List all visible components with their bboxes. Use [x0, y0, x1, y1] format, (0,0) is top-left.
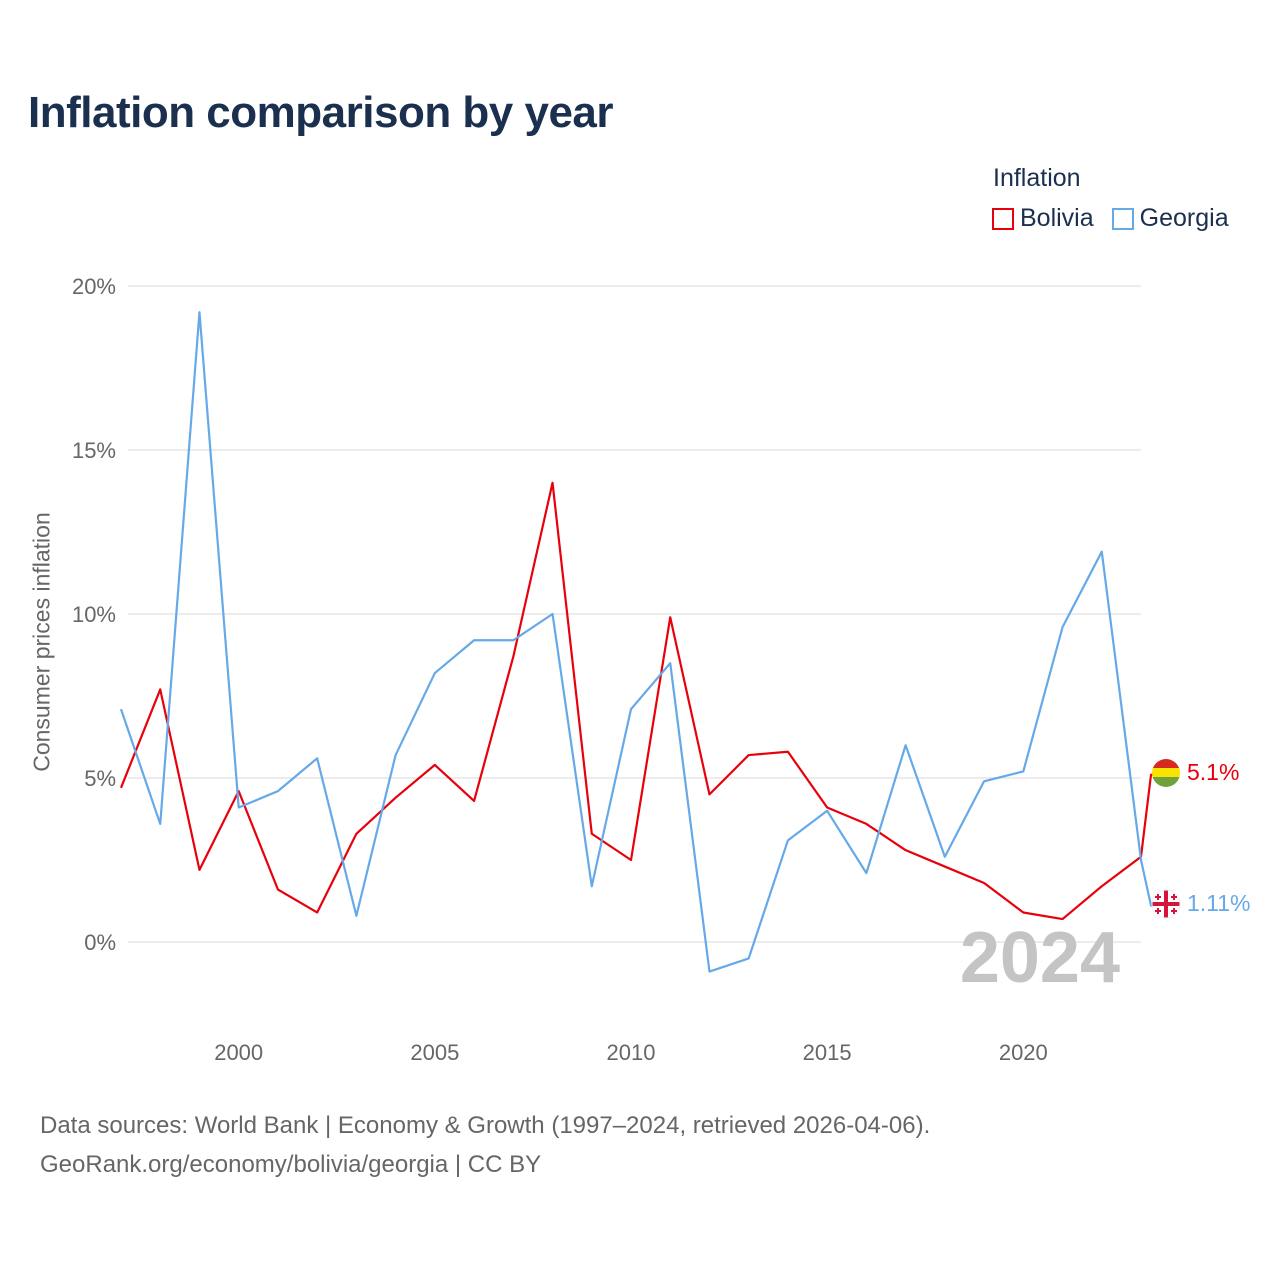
end-value-label-georgia: 1.11% — [1187, 890, 1251, 916]
y-tick-label: 5% — [84, 766, 116, 791]
footer-attribution: GeoRank.org/economy/bolivia/georgia | CC… — [40, 1151, 542, 1178]
x-tick-label: 2020 — [999, 1040, 1048, 1065]
y-tick-label: 15% — [72, 438, 116, 463]
legend-item-bolivia[interactable]: Bolivia — [992, 204, 1094, 233]
x-axis-ticks: 2000 2005 2010 2015 2020 — [214, 1040, 1048, 1065]
x-tick-label: 2010 — [607, 1040, 656, 1065]
legend-title: Inflation — [993, 164, 1081, 192]
footer-sources: Data sources: World Bank | Economy & Gro… — [40, 1112, 931, 1139]
x-tick-label: 2000 — [214, 1040, 263, 1065]
georgia-flag-icon — [1151, 889, 1181, 919]
legend: Bolivia Georgia — [992, 204, 1229, 233]
bolivia-flag-icon — [1152, 759, 1180, 787]
legend-swatch-bolivia — [992, 207, 1014, 230]
chart-title: Inflation comparison by year — [28, 88, 614, 137]
y-axis-ticks: 0% 5% 10% 15% 20% — [72, 274, 116, 955]
legend-label-bolivia: Bolivia — [1020, 204, 1094, 232]
end-value-label-bolivia: 5.1% — [1187, 759, 1239, 785]
line-chart: 0%5%10%15%20% 2000 2005 2010 2015 2020 2024 … — [72, 274, 1251, 1065]
y-tick-label: 10% — [72, 602, 116, 627]
legend-item-georgia[interactable]: Georgia — [1111, 204, 1229, 233]
year-watermark: 2024 — [960, 918, 1120, 998]
series-line-bolivia[interactable] — [119, 481, 1157, 921]
y-tick-label: 20% — [72, 274, 116, 299]
legend-swatch-georgia — [1111, 207, 1134, 230]
series-line-georgia[interactable] — [119, 311, 1157, 973]
x-tick-label: 2015 — [803, 1040, 852, 1065]
gridlines — [128, 285, 1141, 943]
x-tick-label: 2005 — [410, 1040, 459, 1065]
footer: Data sources: World Bank | Economy & Gro… — [40, 1106, 930, 1184]
y-tick-label: 0% — [84, 930, 116, 955]
legend-label-georgia: Georgia — [1139, 204, 1229, 232]
series-lines — [119, 311, 1157, 973]
